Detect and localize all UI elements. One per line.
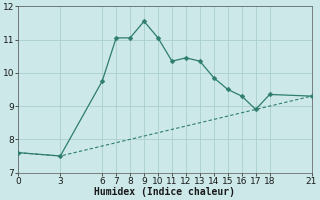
X-axis label: Humidex (Indice chaleur): Humidex (Indice chaleur) [94, 187, 236, 197]
